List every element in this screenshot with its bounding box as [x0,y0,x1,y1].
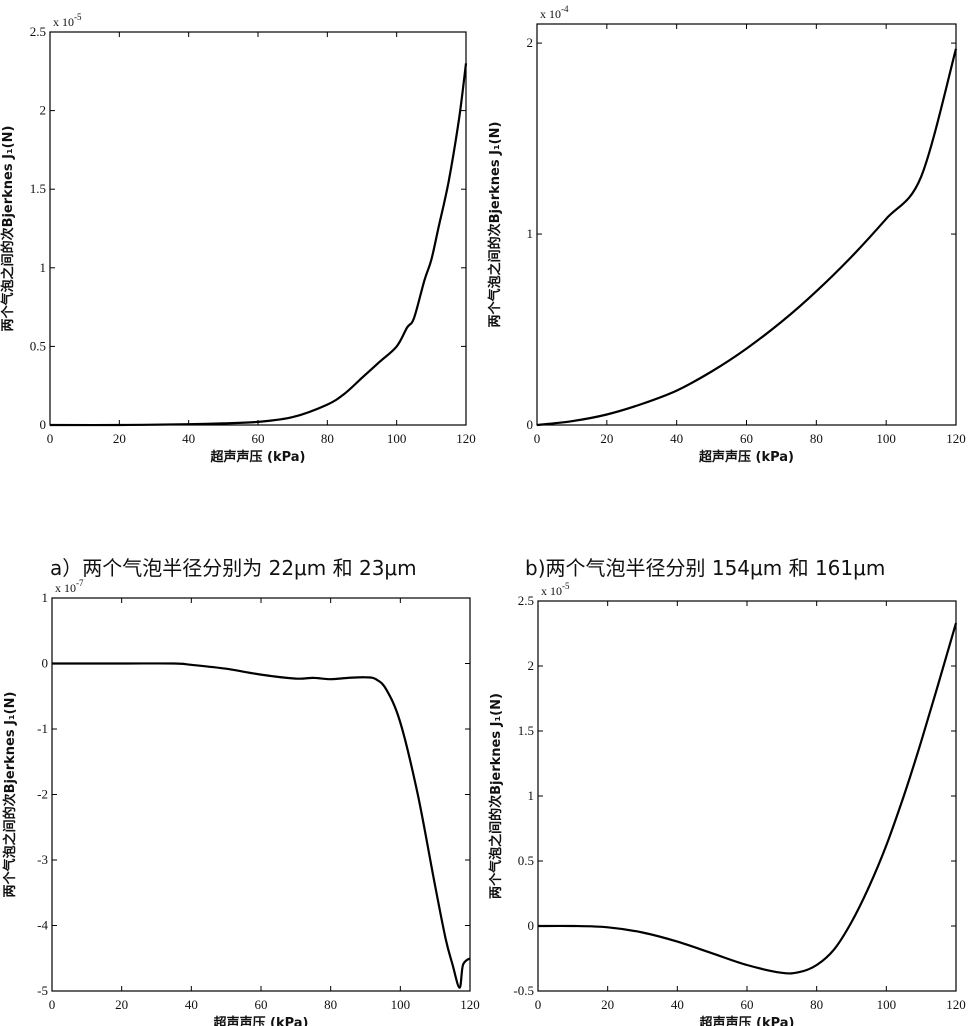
x-tick-label: 80 [324,997,337,1012]
plot-frame [49,31,467,426]
x-tick-label: 20 [601,997,614,1012]
x-tick-label: 40 [182,431,195,446]
x-tick-label: 120 [946,431,966,446]
chart-1: 0 20 40 60 80 100 120 0 0.5 1 1.5 2 2.5 x 10-5 超声声压 (k… [0,12,476,465]
x-tick-label: 100 [877,997,897,1012]
y-tick-label: -1 [37,721,48,736]
x-axis-label: 超声声压 (kPa) [699,449,794,465]
x-tick-label: 120 [460,997,480,1012]
y-tick-label: 1 [527,226,534,241]
x-tick-label: 100 [391,997,411,1012]
x-tick-label: 60 [741,997,754,1012]
x-tick-label: 80 [321,431,334,446]
plot-frame [51,597,471,992]
plot-frame [536,23,957,426]
x-tick-label: 0 [49,997,56,1012]
y-tick-label: 0.5 [30,338,46,353]
caption-b: b)两个气泡半径分别 154μm 和 161μm [525,556,885,580]
x-tick-label: 40 [671,997,684,1012]
y-tick-label: -0.5 [513,983,534,998]
y-tick-label: 0 [528,918,535,933]
y-axis-label: 两个气泡之间的次Bjerknes J₁(N) [487,122,503,328]
x-axis-label: 超声声压 (kPa) [210,449,305,465]
y-tick-label: 1.5 [30,181,46,196]
x-tick-label: 0 [535,997,542,1012]
y-tick-label: -5 [37,983,48,998]
x-tick-label: 80 [810,997,823,1012]
y-tick-label: 1 [40,260,47,275]
y-tick-label: 1.5 [518,723,534,738]
x-tick-label: 100 [876,431,896,446]
x-tick-label: 20 [113,431,126,446]
series-line [51,662,471,989]
y-tick-label: 2 [527,35,534,50]
x-tick-label: 60 [255,997,268,1012]
x-tick-label: 20 [600,431,613,446]
y-axis-label: 两个气泡之间的次Bjerknes J₁(N) [488,693,504,899]
y-axis-label: 两个气泡之间的次Bjerknes J₁(N) [2,692,18,898]
y-tick-label: -2 [37,787,48,802]
x-tick-label: 80 [810,431,823,446]
chart-3: 0 20 40 60 80 100 120 1 0 -1 -2 -3 -4 -5 x 10-7 超声声压 (k… [2,578,480,1026]
y-axis-label: 两个气泡之间的次Bjerknes J₁(N) [0,126,16,332]
x-axis-label: 超声声压 (kPa) [699,1015,794,1026]
plot-frame [537,600,957,992]
series-line [49,63,468,427]
caption-a: a）两个气泡半径分别为 22μm 和 23μm [50,556,417,580]
x-tick-label: 120 [946,997,966,1012]
x-axis-label: 超声声压 (kPa) [213,1015,308,1026]
x-tick-label: 60 [252,431,265,446]
x-tick-label: 20 [115,997,128,1012]
y-multiplier: x 10-5 [53,12,82,29]
x-tick-label: 40 [670,431,683,446]
y-multiplier: x 10-7 [55,578,84,595]
y-tick-label: -3 [37,852,48,867]
y-tick-label: 0 [42,656,49,671]
x-tick-label: 40 [185,997,198,1012]
y-tick-label: 1 [528,788,535,803]
y-tick-label: 2 [528,658,535,673]
x-tick-label: 60 [740,431,753,446]
x-tick-label: 100 [387,431,407,446]
series-line [536,48,958,427]
y-tick-label: 1 [42,590,49,605]
y-tick-label: 0.5 [518,853,534,868]
x-tick-label: 120 [456,431,476,446]
x-tick-label: 0 [47,431,54,446]
y-tick-label: 0 [527,417,534,432]
y-tick-label: 2.5 [518,593,534,608]
y-tick-label: 0 [40,417,47,432]
y-tick-label: 2.5 [30,24,46,39]
y-tick-label: 2 [40,103,47,118]
y-tick-label: -4 [37,918,48,933]
series-line [537,622,958,975]
chart-2: 0 20 40 60 80 100 120 0 1 2 x 10-4 超声声压 (kPa) 两个气泡之间… [487,4,966,465]
y-multiplier: x 10-4 [540,4,569,21]
y-multiplier: x 10-5 [541,581,570,598]
x-tick-label: 0 [534,431,541,446]
